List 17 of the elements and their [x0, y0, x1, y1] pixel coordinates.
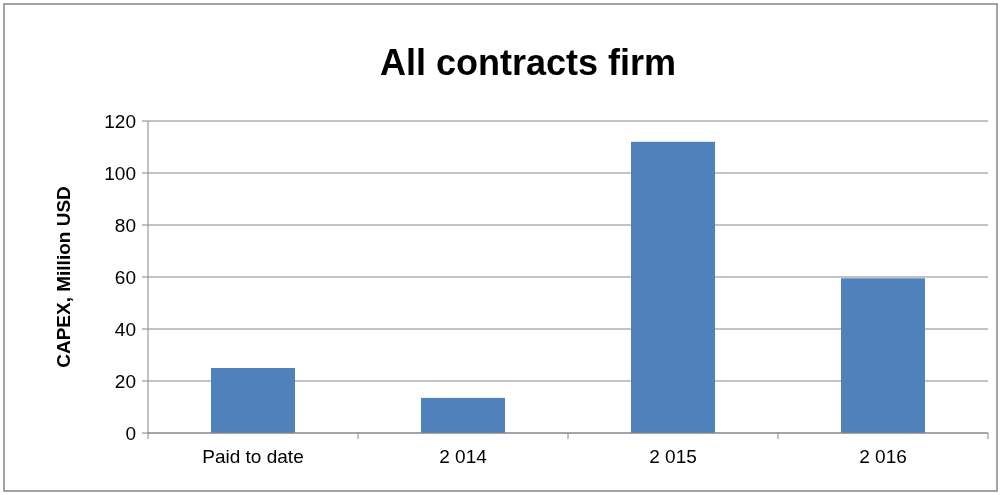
bar	[421, 397, 505, 433]
y-tick-label: 60	[114, 266, 136, 288]
y-tick-label: 120	[104, 110, 136, 132]
y-tick-label: 80	[114, 214, 136, 236]
y-tick-label: 100	[104, 162, 136, 184]
y-axis-title: CAPEX, Million USD	[53, 186, 74, 368]
x-tick-label: Paid to date	[202, 446, 304, 467]
y-tick-label: 0	[125, 422, 136, 444]
bar	[841, 278, 925, 433]
x-tick-label: 2 014	[439, 446, 488, 467]
chart-title: All contracts firm	[379, 42, 677, 83]
x-tick-label: 2 015	[649, 446, 697, 467]
bar	[211, 368, 295, 433]
y-tick-label: 40	[114, 318, 136, 340]
y-tick-label: 20	[114, 370, 136, 392]
bar	[631, 141, 715, 433]
x-tick-label: 2 016	[859, 446, 907, 467]
